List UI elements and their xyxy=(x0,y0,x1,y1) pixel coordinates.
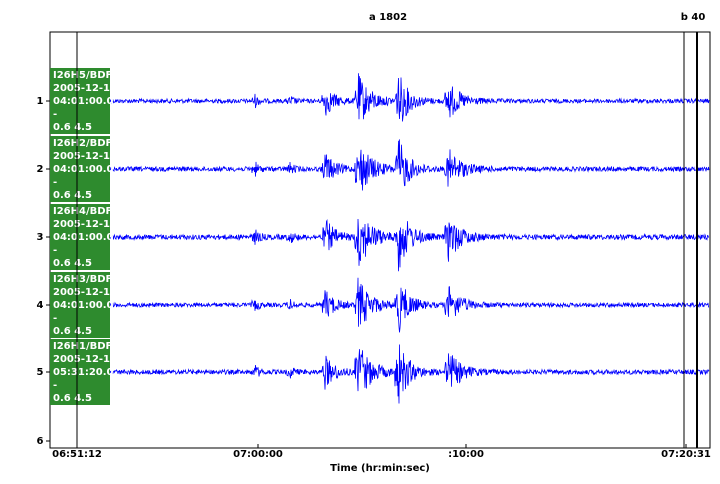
trace-label-band: 0.6 4.5 xyxy=(53,393,92,404)
trace-label-station: I26H1/BDF xyxy=(53,341,112,352)
row-number: 1 xyxy=(37,96,44,107)
trace-label-date: 2005-12-11 xyxy=(53,287,117,298)
trace-label-band: 0.6 4.5 xyxy=(53,326,92,337)
marker-b-label: b 40 xyxy=(681,12,706,23)
x-axis-label: Time (hr:min:sec) xyxy=(330,463,430,474)
trace-label-date: 2005-12-11 xyxy=(53,219,117,230)
waveform xyxy=(109,344,710,404)
trace-label-dash: - xyxy=(53,177,57,188)
trace-label-box xyxy=(50,68,110,134)
waveform xyxy=(109,218,710,272)
plot-frame xyxy=(49,31,711,449)
trace-label-date: 2005-12-11 xyxy=(53,354,117,365)
trace-label-station: I26H4/BDF xyxy=(53,206,112,217)
x-tick-label: 06:51:12 xyxy=(52,449,102,460)
row-number: 5 xyxy=(37,367,44,378)
x-tick-label: :10:00 xyxy=(448,449,484,460)
trace-label-time: 04:01:00.0 xyxy=(53,96,114,107)
trace-label-station: I26H5/BDF xyxy=(53,70,112,81)
x-tick-label: 07:00:00 xyxy=(233,449,283,460)
trace-label-box xyxy=(50,339,110,405)
row-number: 6 xyxy=(37,436,44,447)
trace-label-band: 0.6 4.5 xyxy=(53,258,92,269)
trace-label-band: 0.6 4.5 xyxy=(53,190,92,201)
waveform xyxy=(109,73,710,122)
trace-label-date: 2005-12-11 xyxy=(53,83,117,94)
trace-label-dash: - xyxy=(53,109,57,120)
trace-label-time: 04:01:00.0 xyxy=(53,232,114,243)
trace-label-box xyxy=(50,204,110,270)
trace-label-date: 2005-12-11 xyxy=(53,151,117,162)
marker-a-label: a 1802 xyxy=(369,12,407,23)
row-number: 4 xyxy=(37,300,44,311)
trace-label-station: I26H2/BDF xyxy=(53,138,112,149)
x-tick-label: 07:20:31 xyxy=(661,449,711,460)
trace-label-band: 0.6 4.5 xyxy=(53,122,92,133)
trace-label-dash: - xyxy=(53,313,57,324)
row-number: 3 xyxy=(37,232,44,243)
trace-label-box xyxy=(50,272,110,338)
waveform xyxy=(109,139,710,191)
trace-label-station: I26H3/BDF xyxy=(53,274,112,285)
trace-label-dash: - xyxy=(53,245,57,256)
waveform xyxy=(109,277,710,333)
trace-label-dash: - xyxy=(53,380,57,391)
trace-label-time: 05:31:20.0 xyxy=(53,367,114,378)
trace-label-time: 04:01:00.0 xyxy=(53,300,114,311)
trace-label-time: 04:01:00.0 xyxy=(53,164,114,175)
row-number: 2 xyxy=(37,164,44,175)
trace-label-box xyxy=(50,136,110,202)
